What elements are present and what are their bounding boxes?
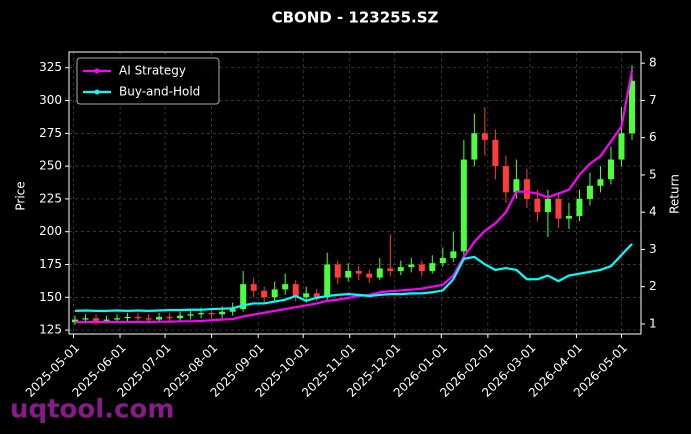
y2-tick-label: 8 bbox=[649, 56, 657, 70]
legend-box bbox=[76, 57, 220, 105]
candle-body bbox=[366, 273, 373, 278]
candle-body bbox=[282, 284, 289, 290]
candle-body bbox=[345, 271, 352, 278]
candle-body bbox=[292, 284, 299, 298]
candle-body bbox=[156, 316, 163, 320]
candle-body bbox=[586, 185, 593, 199]
candle-body bbox=[618, 133, 625, 160]
candle-body bbox=[166, 316, 173, 319]
y2-tick-label: 4 bbox=[649, 205, 657, 219]
legend-label: AI Strategy bbox=[119, 64, 186, 78]
legend-label: Buy-and-Hold bbox=[119, 85, 200, 99]
y2-tick-label: 6 bbox=[649, 130, 657, 144]
candle-body bbox=[397, 267, 404, 272]
candle-body bbox=[124, 316, 131, 319]
chart-title: CBOND - 123255.SZ bbox=[272, 9, 439, 27]
y-tick-label: 175 bbox=[39, 257, 62, 271]
candle-body bbox=[355, 271, 362, 274]
candle-body bbox=[271, 289, 278, 298]
candle-body bbox=[576, 198, 583, 216]
candle-body bbox=[93, 318, 100, 321]
candle-body bbox=[303, 293, 310, 298]
candle-body bbox=[135, 316, 142, 319]
candle-body bbox=[250, 284, 257, 291]
candle-body bbox=[229, 309, 236, 312]
candle-body bbox=[471, 133, 478, 160]
candle-body bbox=[219, 311, 226, 315]
candle-body bbox=[523, 179, 530, 199]
candle-body bbox=[534, 198, 541, 213]
legend-marker bbox=[94, 68, 100, 74]
y-tick-label: 250 bbox=[39, 159, 62, 173]
candle-body bbox=[82, 318, 89, 320]
candle-body bbox=[555, 198, 562, 219]
y-tick-label: 225 bbox=[39, 191, 62, 205]
candle-body bbox=[145, 318, 152, 320]
y-tick-label: 125 bbox=[39, 323, 62, 337]
candle-body bbox=[187, 314, 194, 316]
y-tick-label: 275 bbox=[39, 126, 62, 140]
y-tick-label: 200 bbox=[39, 224, 62, 238]
y2-tick-label: 3 bbox=[649, 242, 657, 256]
candle-body bbox=[429, 263, 436, 272]
series-line bbox=[75, 70, 634, 324]
candle-body bbox=[492, 139, 499, 167]
candle-body bbox=[208, 313, 215, 315]
candle-body bbox=[72, 319, 79, 323]
candle-body bbox=[450, 251, 457, 258]
candle-body bbox=[502, 166, 509, 193]
candle-body bbox=[513, 179, 520, 193]
legend-marker bbox=[94, 89, 100, 95]
candle-body bbox=[240, 284, 247, 310]
watermark: uqtool.com bbox=[10, 395, 174, 425]
candle-body bbox=[313, 293, 320, 298]
y-tick-label: 300 bbox=[39, 93, 62, 107]
candle-body bbox=[261, 290, 268, 298]
candle-body bbox=[565, 215, 572, 219]
candle-body bbox=[376, 268, 383, 278]
candle-body bbox=[408, 264, 415, 268]
y-axis-label: Price bbox=[14, 181, 28, 210]
candle-body bbox=[103, 319, 110, 321]
candle-body bbox=[114, 318, 121, 320]
series-line bbox=[74, 243, 633, 313]
candle-body bbox=[597, 179, 604, 186]
candle-body bbox=[177, 315, 184, 319]
candle-body bbox=[418, 264, 425, 272]
y2-tick-label: 1 bbox=[649, 316, 657, 330]
y-tick-label: 325 bbox=[39, 60, 62, 74]
candle-body bbox=[439, 257, 446, 264]
candle-body bbox=[460, 159, 467, 252]
candle-body bbox=[324, 264, 331, 298]
plot-frame bbox=[68, 51, 642, 335]
candle-body bbox=[628, 80, 635, 134]
candle-body bbox=[607, 159, 614, 180]
candle-body bbox=[198, 313, 205, 315]
candle-body bbox=[334, 264, 341, 278]
y2-axis-label: Return bbox=[668, 174, 682, 214]
candle-body bbox=[387, 268, 394, 272]
y-tick-label: 150 bbox=[39, 290, 62, 304]
y2-tick-label: 2 bbox=[649, 279, 657, 293]
y2-tick-label: 7 bbox=[649, 93, 657, 107]
candle-body bbox=[544, 198, 551, 213]
y2-tick-label: 5 bbox=[649, 167, 657, 181]
candle-body bbox=[481, 133, 488, 140]
